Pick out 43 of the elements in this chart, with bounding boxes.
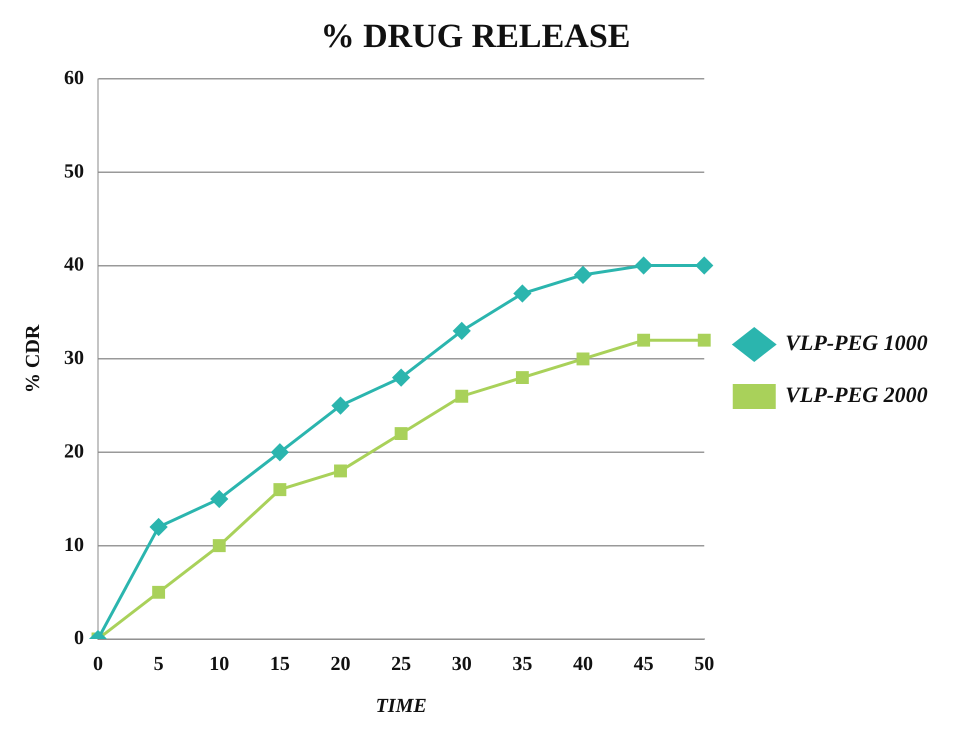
point	[635, 257, 652, 274]
point	[334, 464, 347, 478]
y-tick-label: 50	[64, 160, 84, 182]
x-tick-label: 35	[512, 653, 532, 676]
point	[574, 266, 592, 284]
x-tick-label: 50	[694, 653, 714, 676]
x-tick-label: 15	[270, 653, 290, 676]
x-tick-label: 10	[209, 653, 230, 676]
point	[514, 285, 531, 302]
point	[453, 322, 470, 340]
point	[698, 334, 711, 347]
legend-label: VLP-PEG 1000	[785, 330, 928, 356]
y-axis-title: % CDR	[22, 324, 44, 394]
x-axis-title: TIME	[376, 695, 427, 718]
point	[455, 390, 468, 403]
x-tick-label: 5	[154, 653, 164, 676]
point	[637, 334, 650, 347]
point	[210, 490, 228, 508]
x-tick-label: 0	[93, 653, 103, 676]
point	[152, 586, 166, 599]
point	[696, 257, 713, 274]
x-tick-label: 30	[452, 653, 472, 676]
x-tick-label: 45	[634, 653, 654, 676]
y-tick-label: 30	[64, 347, 84, 370]
point	[271, 444, 288, 461]
y-tick-label: 40	[64, 254, 84, 276]
point	[212, 539, 226, 552]
x-tick-label: 25	[391, 653, 412, 676]
point	[576, 352, 590, 366]
point	[392, 369, 410, 386]
chart-title: % DRUG RELEASE	[320, 18, 630, 56]
y-tick-label: 0	[74, 627, 84, 650]
point	[332, 397, 349, 414]
legend-label: VLP-PEG 2000	[785, 382, 928, 408]
point	[394, 427, 408, 440]
x-tick-label: 20	[330, 653, 350, 676]
y-tick-label: 20	[64, 440, 84, 462]
point	[273, 483, 286, 496]
y-tick-label: 60	[64, 66, 84, 89]
x-tick-label: 40	[573, 653, 593, 676]
point	[150, 518, 168, 536]
point	[516, 371, 529, 384]
y-tick-label: 10	[64, 534, 84, 556]
